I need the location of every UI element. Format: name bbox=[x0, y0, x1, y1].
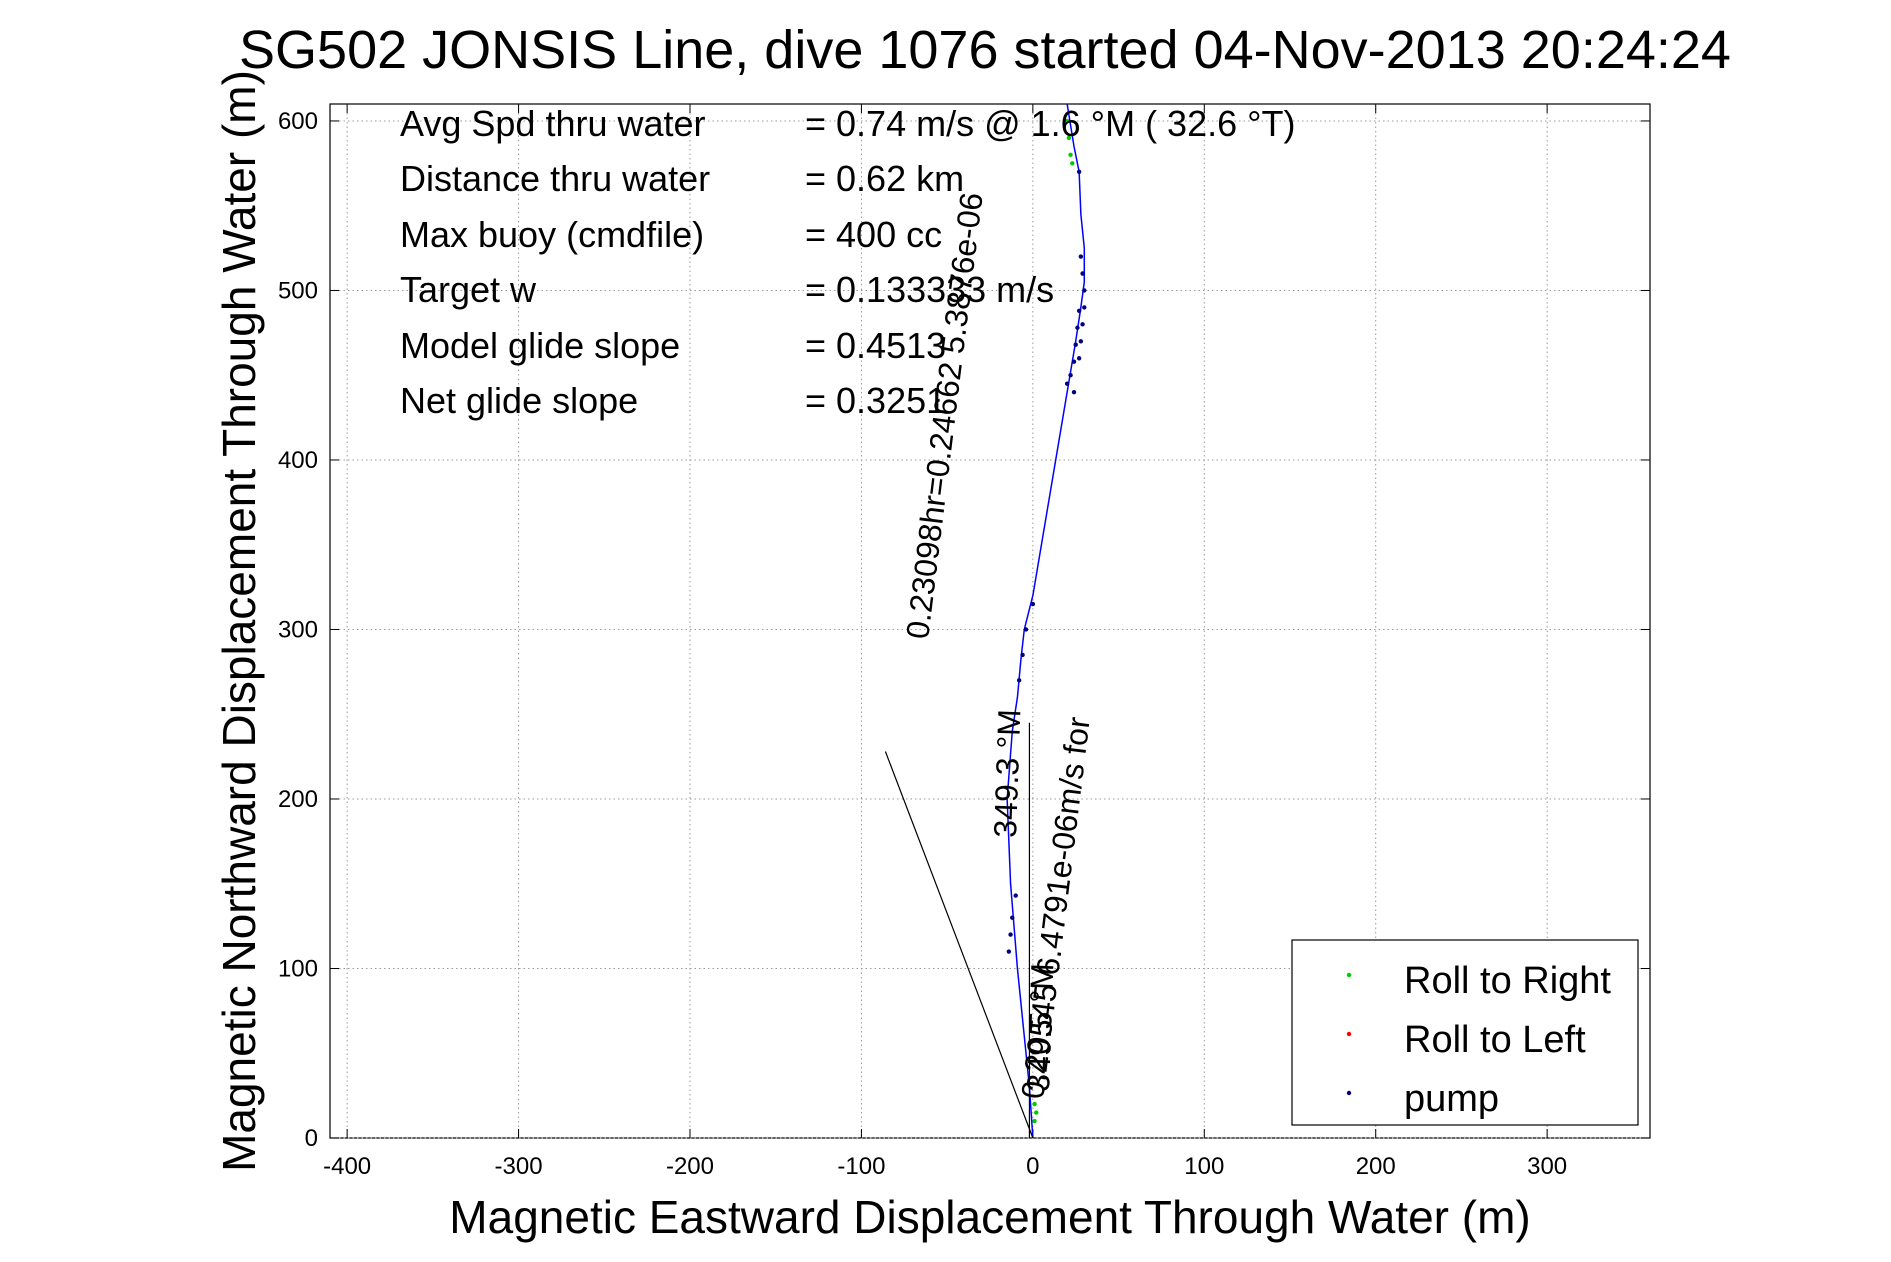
x-tick-label: 100 bbox=[1184, 1153, 1224, 1180]
pump-point bbox=[1078, 339, 1084, 344]
legend-label-roll-right: Roll to Right bbox=[1404, 960, 1611, 1002]
stat-label-model-glide: Model glide slope bbox=[400, 325, 680, 366]
y-tick-label: 600 bbox=[278, 108, 318, 135]
x-tick-label: 0 bbox=[1026, 1153, 1039, 1180]
stat-label-net-glide: Net glide slope bbox=[400, 380, 638, 421]
annotation-heading-2: 349.5 °M bbox=[1020, 963, 1060, 1093]
y-tick-label: 500 bbox=[278, 277, 318, 304]
legend-label-roll-left: Roll to Left bbox=[1404, 1019, 1586, 1061]
pump-point bbox=[1076, 356, 1082, 361]
y-tick-label: 0 bbox=[305, 1125, 318, 1152]
stat-value-max-buoy: = 400 cc bbox=[805, 214, 942, 255]
pump-point bbox=[1076, 169, 1082, 175]
legend-marker-pump bbox=[1346, 1090, 1352, 1096]
stats-block: Avg Spd thru water = 0.74 m/s @ 1.6 °M (… bbox=[400, 103, 1296, 421]
pump-point bbox=[1020, 652, 1025, 658]
grid bbox=[330, 104, 1650, 1139]
stat-label-distance: Distance thru water bbox=[400, 158, 710, 199]
stat-label-target-w: Target w bbox=[400, 269, 537, 310]
ticks: -400 -300 -200 -100 0 100 200 300 0 100 200 300 400 5… bbox=[278, 104, 1650, 1180]
stat-value-model-glide: = 0.4513 bbox=[805, 325, 946, 366]
pump-point bbox=[1016, 678, 1022, 683]
pump-point bbox=[1082, 305, 1087, 310]
pump-point bbox=[1006, 949, 1012, 954]
pump-point bbox=[1080, 271, 1085, 276]
y-tick-label: 300 bbox=[278, 616, 318, 643]
roll-to-right-point bbox=[1064, 118, 1070, 124]
legend: Roll to Right Roll to Left pump bbox=[1291, 939, 1639, 1126]
pump-point bbox=[1075, 325, 1080, 330]
pump-point bbox=[1080, 322, 1085, 327]
roll-to-right-point bbox=[1034, 1110, 1039, 1115]
legend-marker-roll-left bbox=[1346, 1031, 1352, 1037]
roll-to-right-point bbox=[1066, 135, 1072, 141]
x-tick-label: 200 bbox=[1356, 1153, 1396, 1180]
pump-point bbox=[1073, 342, 1078, 347]
stat-value-distance: = 0.62 km bbox=[805, 158, 964, 199]
pump-point bbox=[1071, 389, 1077, 395]
pump-point bbox=[1064, 381, 1070, 386]
stat-value-target-w: = 0.133333 m/s bbox=[805, 269, 1054, 310]
pump-point bbox=[1013, 893, 1018, 898]
y-tick-label: 200 bbox=[278, 786, 318, 813]
roll-to-right-point bbox=[1068, 152, 1073, 158]
pump-point bbox=[1078, 254, 1084, 259]
x-tick-label: -400 bbox=[323, 1153, 371, 1180]
legend-label-pump: pump bbox=[1404, 1078, 1499, 1120]
roll-to-right-point bbox=[1032, 1101, 1037, 1107]
x-tick-label: -200 bbox=[666, 1153, 714, 1180]
roll-to-right-point bbox=[1070, 161, 1075, 166]
track-line bbox=[1006, 103, 1086, 1139]
plot-data bbox=[884, 103, 1087, 1139]
stat-value-avg-speed: = 0.74 m/s @ 1.6 °M ( 32.6 °T) bbox=[805, 103, 1296, 144]
pump-point bbox=[1082, 288, 1087, 293]
pump-point bbox=[1008, 932, 1013, 937]
roll-to-right-point bbox=[1032, 1118, 1037, 1124]
pump-point bbox=[1071, 359, 1077, 364]
pump-point bbox=[1068, 373, 1073, 378]
y-tick-label: 400 bbox=[278, 447, 318, 474]
annotation-heading-1: 349.3 °M bbox=[987, 709, 1027, 839]
current-vector-line bbox=[884, 751, 1034, 1139]
stat-value-net-glide: = 0.3251 bbox=[805, 380, 946, 421]
pump-point bbox=[1010, 915, 1015, 920]
x-tick-label: 300 bbox=[1527, 1153, 1567, 1180]
x-tick-label: -100 bbox=[837, 1153, 885, 1180]
x-axis-label: Magnetic Eastward Displacement Through W… bbox=[449, 1191, 1530, 1243]
stat-label-max-buoy: Max buoy (cmdfile) bbox=[400, 214, 704, 255]
stat-label-avg-speed: Avg Spd thru water bbox=[400, 103, 706, 144]
pump-point bbox=[1030, 601, 1036, 607]
pump-point bbox=[1023, 627, 1029, 632]
chart-title: SG502 JONSIS Line, dive 1076 started 04-… bbox=[239, 20, 1731, 80]
legend-marker-roll-right bbox=[1346, 972, 1352, 978]
x-tick-label: -300 bbox=[495, 1153, 543, 1180]
pump-point bbox=[1076, 308, 1082, 313]
y-axis-label: Magnetic Northward Displacement Through … bbox=[213, 70, 265, 1172]
y-tick-label: 100 bbox=[278, 955, 318, 982]
